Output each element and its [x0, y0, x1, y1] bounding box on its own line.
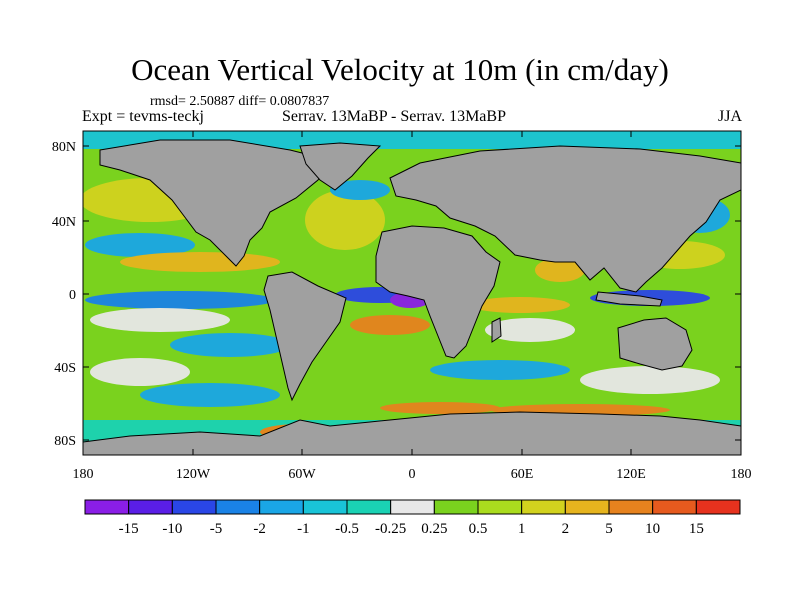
colorbar-swatch — [390, 499, 435, 515]
antarctica — [83, 411, 741, 455]
lon-tick-label: 0 — [409, 467, 416, 482]
lon-tick-labels: 180 120W 60W 0 60E 120E 180 — [73, 467, 752, 482]
colorbar-label: 1 — [518, 521, 526, 537]
colorbar-swatch — [477, 499, 523, 515]
lat-tick-labels: 80N 40N 0 40S 80S — [52, 140, 76, 449]
indonesia — [595, 291, 663, 307]
colorbar-label: 5 — [605, 521, 613, 537]
lon-axis — [82, 131, 742, 455]
colorbar-swatch — [652, 499, 697, 515]
colorbar-label: -0.25 — [375, 521, 406, 537]
lon-tick-label: 180 — [731, 467, 752, 482]
colorbar: -15 -10 -5 -2 -1 -0.5 -0.25 0.25 0.5 1 2 5 10 15 — [84, 499, 741, 537]
colorbar-swatch — [215, 499, 261, 515]
colorbar-label: -5 — [210, 521, 223, 537]
colorbar-label: 15 — [689, 521, 704, 537]
colorbar-label: 0.5 — [469, 521, 488, 537]
plot-title: Ocean Vertical Velocity at 10m (in cm/da… — [131, 52, 669, 87]
colorbar-label: 0.25 — [421, 521, 447, 537]
madagascar — [491, 317, 502, 343]
colorbar-swatch — [433, 499, 479, 515]
colorbar-swatch — [259, 499, 304, 515]
lon-tick-label: 60W — [288, 467, 316, 482]
colorbar-swatch — [521, 499, 566, 515]
colorbar-swatch — [128, 499, 173, 515]
lat-tick-label: 80S — [54, 434, 76, 449]
colorbar-swatch — [695, 499, 741, 515]
greenland — [299, 142, 382, 191]
lat-tick-label: 80N — [52, 140, 76, 155]
colorbar-label: -10 — [162, 521, 182, 537]
colorbar-swatch — [84, 499, 130, 515]
lat-tick-label: 40S — [54, 361, 76, 376]
stats-label: rmsd= 2.50887 diff= 0.0807837 — [150, 94, 330, 109]
australia — [617, 317, 693, 371]
lon-tick-label: 60E — [511, 467, 534, 482]
comparison-label: Serrav. 13MaBP - Serrav. 13MaBP — [282, 108, 506, 125]
lat-tick-label: 0 — [69, 288, 76, 303]
land-masses — [83, 139, 741, 455]
season-label: JJA — [717, 108, 742, 125]
colorbar-swatch — [608, 499, 654, 515]
experiment-label: Expt = tevms-teckj — [82, 108, 204, 125]
lat-tick-label: 40N — [52, 215, 76, 230]
colorbar-swatch — [171, 499, 217, 515]
colorbar-swatch — [302, 499, 348, 515]
south-america — [263, 271, 347, 402]
colorbar-label: -0.5 — [335, 521, 359, 537]
colorbar-label: -1 — [297, 521, 310, 537]
colorbar-label: 10 — [645, 521, 660, 537]
colorbar-label: -2 — [253, 521, 266, 537]
lon-tick-label: 120W — [176, 467, 211, 482]
eurasia — [389, 145, 741, 293]
map-panel — [83, 131, 741, 455]
colorbar-label: -15 — [119, 521, 139, 537]
africa — [375, 225, 501, 359]
lon-tick-label: 120E — [616, 467, 646, 482]
lat-axis — [83, 145, 741, 441]
colorbar-swatch — [346, 499, 392, 515]
lon-tick-label: 180 — [73, 467, 94, 482]
colorbar-swatch — [564, 499, 610, 515]
colorbar-label: 2 — [562, 521, 570, 537]
